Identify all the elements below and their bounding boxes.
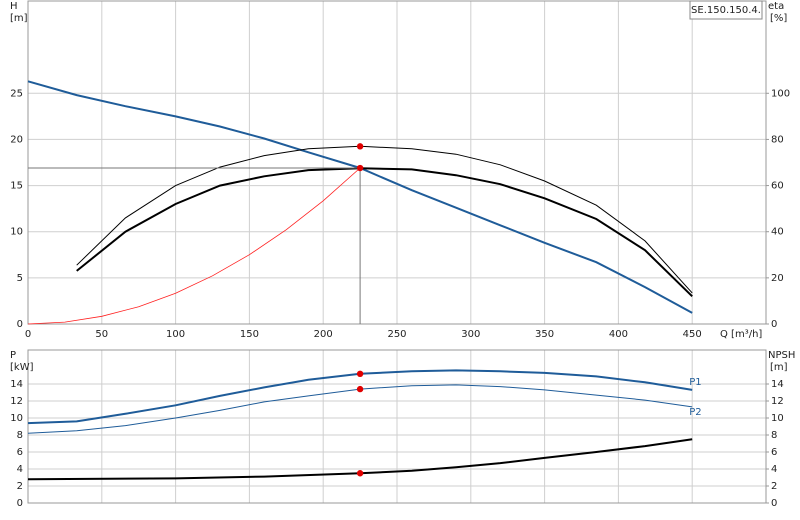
x-tick-label: 200 <box>314 329 333 340</box>
y-axis-unit: [kW] <box>10 362 34 373</box>
y2-axis-label: eta <box>768 1 784 12</box>
y2-tick-label: 80 <box>771 134 784 145</box>
operating-point <box>356 470 364 477</box>
curve <box>76 167 693 298</box>
model-label: SE.150.150.4. <box>691 5 761 16</box>
x-tick-label: 0 <box>25 329 31 340</box>
x-tick-label: 300 <box>461 329 480 340</box>
y-axis-label: P <box>10 350 16 361</box>
y2-tick-label: 2 <box>771 481 777 492</box>
curve <box>27 369 693 425</box>
y-tick-label: 8 <box>17 430 23 441</box>
y2-tick-label: 40 <box>771 227 784 238</box>
y-tick-label: 0 <box>17 319 23 330</box>
y-tick-label: 14 <box>10 379 23 390</box>
y-tick-label: 15 <box>10 181 23 192</box>
x-tick-label: 150 <box>240 329 259 340</box>
series-label: P1 <box>689 377 701 388</box>
curve <box>27 167 361 325</box>
x-tick-label: 400 <box>609 329 628 340</box>
y2-tick-label: 0 <box>771 319 777 330</box>
y2-tick-label: 14 <box>771 379 784 390</box>
y-tick-label: 5 <box>17 273 23 284</box>
y-tick-label: 10 <box>10 227 23 238</box>
x-tick-label: 450 <box>683 329 702 340</box>
y2-axis-unit: [%] <box>770 13 787 24</box>
y-axis-unit: [m] <box>10 13 28 24</box>
series-label: P2 <box>689 407 701 418</box>
y2-tick-label: 60 <box>771 181 784 192</box>
operating-point <box>356 143 364 150</box>
x-tick-label: 100 <box>166 329 185 340</box>
y2-axis-unit: [m] <box>770 362 788 373</box>
y2-axis-label: NPSH <box>768 350 795 361</box>
x-tick-label: 250 <box>387 329 406 340</box>
x-tick-label: 50 <box>95 329 108 340</box>
y2-tick-label: 20 <box>771 273 784 284</box>
model-box <box>689 0 763 20</box>
y2-tick-label: 12 <box>771 396 784 407</box>
y2-tick-label: 100 <box>771 88 790 99</box>
y-tick-label: 25 <box>10 88 23 99</box>
y2-tick-label: 10 <box>771 413 784 424</box>
y2-tick-label: 4 <box>771 464 777 475</box>
operating-point <box>356 164 364 172</box>
y-tick-label: 6 <box>17 447 23 458</box>
y-tick-label: 2 <box>17 481 23 492</box>
y-tick-label: 0 <box>17 498 23 509</box>
x-tick-label: 350 <box>535 329 554 340</box>
y2-tick-label: 6 <box>771 447 777 458</box>
plot-frame <box>27 0 767 325</box>
y2-tick-label: 0 <box>771 498 777 509</box>
y2-tick-label: 8 <box>771 430 777 441</box>
curve <box>76 145 693 294</box>
y-tick-label: 12 <box>10 396 23 407</box>
x-axis-label: Q [m³/h] <box>720 329 762 340</box>
y-tick-label: 10 <box>10 413 23 424</box>
operating-point <box>356 370 364 377</box>
plot-frame <box>27 349 767 504</box>
y-tick-label: 4 <box>17 464 23 475</box>
curve <box>27 438 693 481</box>
y-tick-label: 20 <box>10 134 23 145</box>
y-axis-label: H <box>10 1 18 12</box>
operating-point <box>356 385 364 393</box>
